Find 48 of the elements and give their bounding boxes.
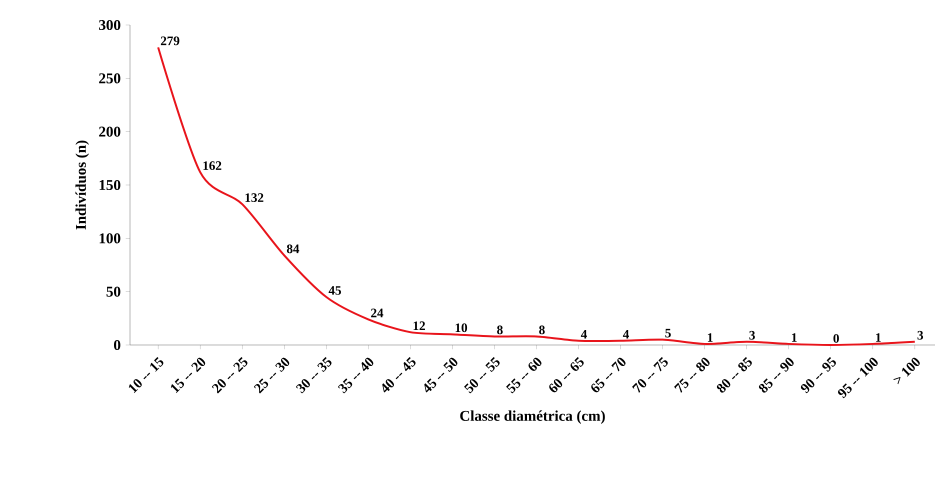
data-label: 1 <box>708 333 713 342</box>
x-tick-label: 50 -- 55 <box>464 357 500 394</box>
data-label: 1 <box>792 333 797 342</box>
data-label: 8 <box>539 326 545 334</box>
line-series <box>157 46 916 346</box>
data-label: 3 <box>749 330 755 340</box>
x-tick-label: 35 -- 40 <box>338 358 374 394</box>
x-axis-title: Classe diamétrica (cm) <box>460 410 605 424</box>
data-label: 24 <box>371 308 384 318</box>
data-label: 132 <box>245 193 264 202</box>
data-label: 5 <box>665 328 671 338</box>
y-tick-label: 150 <box>100 180 120 190</box>
data-label: 10 <box>456 323 468 332</box>
data-label: 162 <box>203 161 222 170</box>
data-label: 4 <box>580 330 587 339</box>
data-label: 3 <box>918 330 924 340</box>
y-tick-label: 300 <box>99 20 120 30</box>
data-label: 45 <box>328 286 341 295</box>
x-tick-label: 30 -- 35 <box>296 357 332 394</box>
x-tick-label: 70 -- 75 <box>632 357 668 393</box>
y-tick-label: 250 <box>99 73 120 84</box>
x-tick-label: 60 -- 65 <box>549 357 584 392</box>
y-tick-label: 0 <box>114 340 120 350</box>
data-label: 4 <box>622 330 629 339</box>
x-tick-label: 85 -- 90 <box>758 358 794 393</box>
data-label: 279 <box>160 36 180 46</box>
data-label: 0 <box>833 334 839 343</box>
x-tick-label: 10 -- 15 <box>128 357 164 394</box>
x-tick-label: 55 -- 60 <box>506 358 542 394</box>
y-axis-title: Indivíduos (n) <box>75 140 89 230</box>
x-tick-label: 65 -- 70 <box>591 358 626 392</box>
x-tick-label: 90 -- 95 <box>800 357 836 394</box>
x-tick-label: 45 -- 50 <box>424 358 458 392</box>
y-tick-label: 100 <box>100 233 120 244</box>
data-label: 8 <box>497 326 503 334</box>
data-label: 12 <box>414 321 425 330</box>
x-tick-label: 15 -- 20 <box>170 358 206 394</box>
x-tick-label: 20 -- 25 <box>212 357 248 394</box>
y-tick-label: 50 <box>106 286 120 297</box>
x-tick-label: 40 -- 45 <box>382 357 416 392</box>
y-tick-label: 200 <box>99 126 120 137</box>
x-tick-label: 95 -- 100 <box>838 358 878 398</box>
x-tick-label: 25 -- 30 <box>254 358 290 394</box>
data-label: 84 <box>286 244 300 254</box>
x-tick-label: > 100 <box>893 358 920 384</box>
x-tick-label: 80 -- 85 <box>716 357 752 393</box>
x-tick-label: 75 -- 80 <box>674 358 710 393</box>
data-label: 1 <box>876 333 881 342</box>
